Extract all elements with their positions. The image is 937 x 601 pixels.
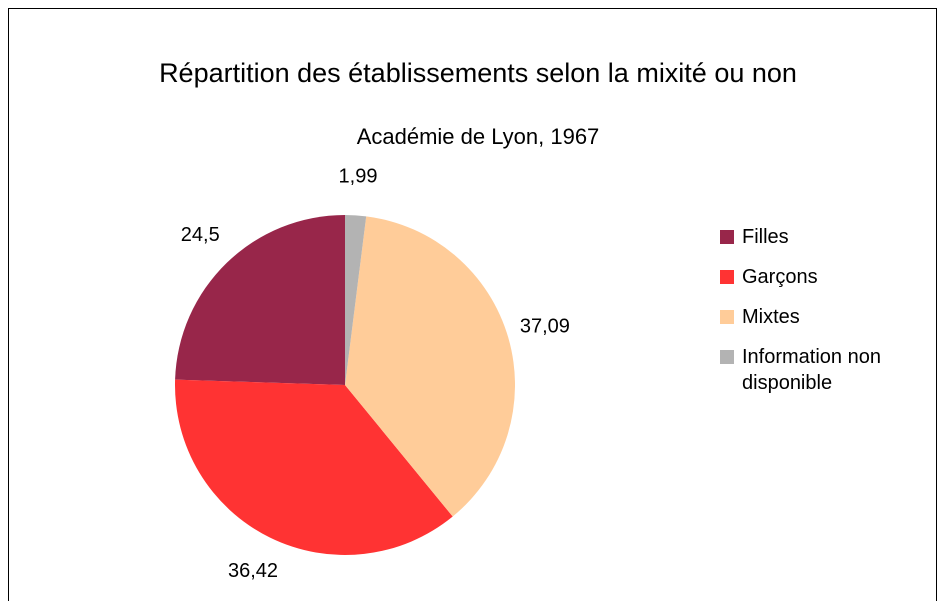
legend-label: Mixtes — [742, 306, 800, 328]
legend-swatch — [720, 270, 734, 284]
data-label: 1,99 — [339, 166, 378, 188]
data-label: 37,09 — [520, 316, 570, 338]
data-label: 36,42 — [228, 560, 278, 582]
chart-subtitle: Académie de Lyon, 1967 — [357, 124, 600, 149]
legend-label: Garçons — [742, 266, 818, 288]
pie-slice — [175, 215, 345, 385]
legend-swatch — [720, 310, 734, 324]
legend-item: Garçons — [720, 264, 930, 290]
legend-swatch — [720, 350, 734, 364]
legend-label: Information non disponible — [742, 346, 881, 394]
pie-slice — [345, 216, 516, 517]
pie-slice — [175, 379, 453, 556]
legend-item: Filles — [720, 224, 930, 250]
pie-slice — [345, 215, 367, 385]
legend-item: Information non disponible — [720, 344, 930, 396]
legend-label: Filles — [742, 226, 789, 248]
data-label: 24,5 — [181, 224, 220, 246]
legend: Filles Garçons Mixtes Information non dispo… — [720, 224, 930, 410]
legend-swatch — [720, 230, 734, 244]
legend-item: Mixtes — [720, 304, 930, 330]
chart-title: Répartition des établissements selon la … — [159, 58, 797, 88]
